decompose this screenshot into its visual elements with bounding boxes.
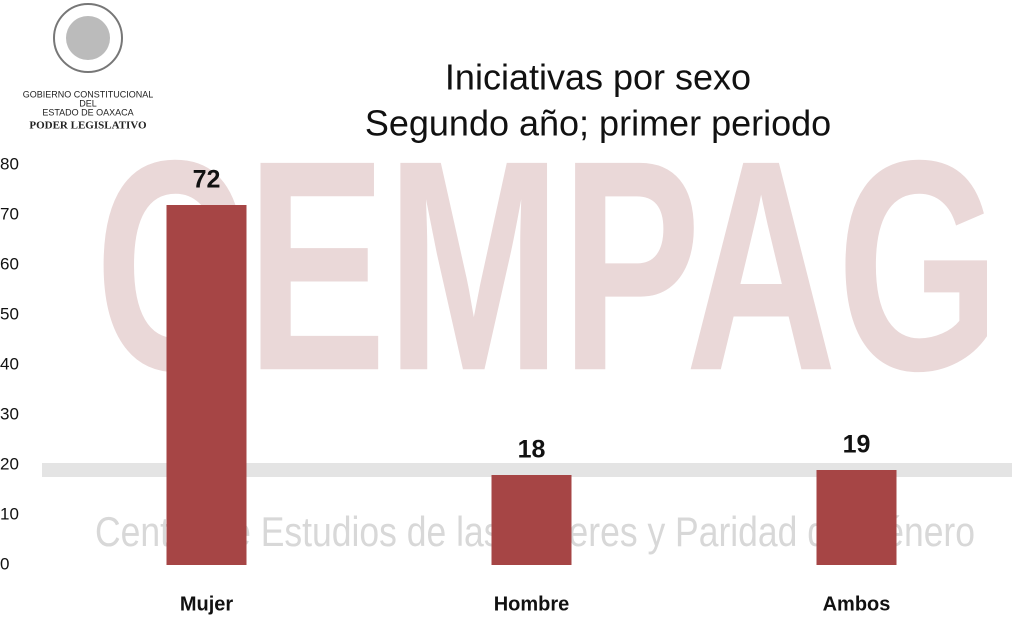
x-tick-label: Hombre <box>494 593 570 615</box>
chart-subtitle: Segundo año; primer periodo <box>365 103 831 144</box>
y-tick-label: 0 <box>0 554 9 573</box>
logo-seal <box>53 3 123 73</box>
x-tick-label: Mujer <box>180 593 234 615</box>
value-label: 18 <box>518 436 546 464</box>
bar <box>166 205 247 565</box>
value-label: 72 <box>193 166 221 194</box>
y-tick-label: 50 <box>0 304 19 323</box>
value-label: 19 <box>843 431 871 459</box>
x-tick-label: Ambos <box>823 593 891 615</box>
watermark-band <box>42 463 1012 477</box>
logo-line: PODER LEGISLATIVO <box>29 120 147 132</box>
y-tick-label: 40 <box>0 354 19 373</box>
chart-title: Iniciativas por sexo <box>445 57 751 98</box>
bar <box>816 470 897 565</box>
logo-line: ESTADO DE OAXACA <box>42 107 133 117</box>
y-tick-label: 80 <box>0 154 19 173</box>
logo: GOBIERNO CONSTITUCIONAL DEL ESTADO DE OA… <box>23 3 154 132</box>
logo-eagle <box>66 16 110 60</box>
y-tick-label: 70 <box>0 204 19 223</box>
y-tick-label: 60 <box>0 254 19 273</box>
y-tick-label: 30 <box>0 404 19 423</box>
bar <box>491 475 572 565</box>
logo-line: GOBIERNO CONSTITUCIONAL <box>23 89 154 99</box>
logo-line: DEL <box>79 98 97 108</box>
y-tick-label: 10 <box>0 504 19 523</box>
y-tick-label: 20 <box>0 454 19 473</box>
